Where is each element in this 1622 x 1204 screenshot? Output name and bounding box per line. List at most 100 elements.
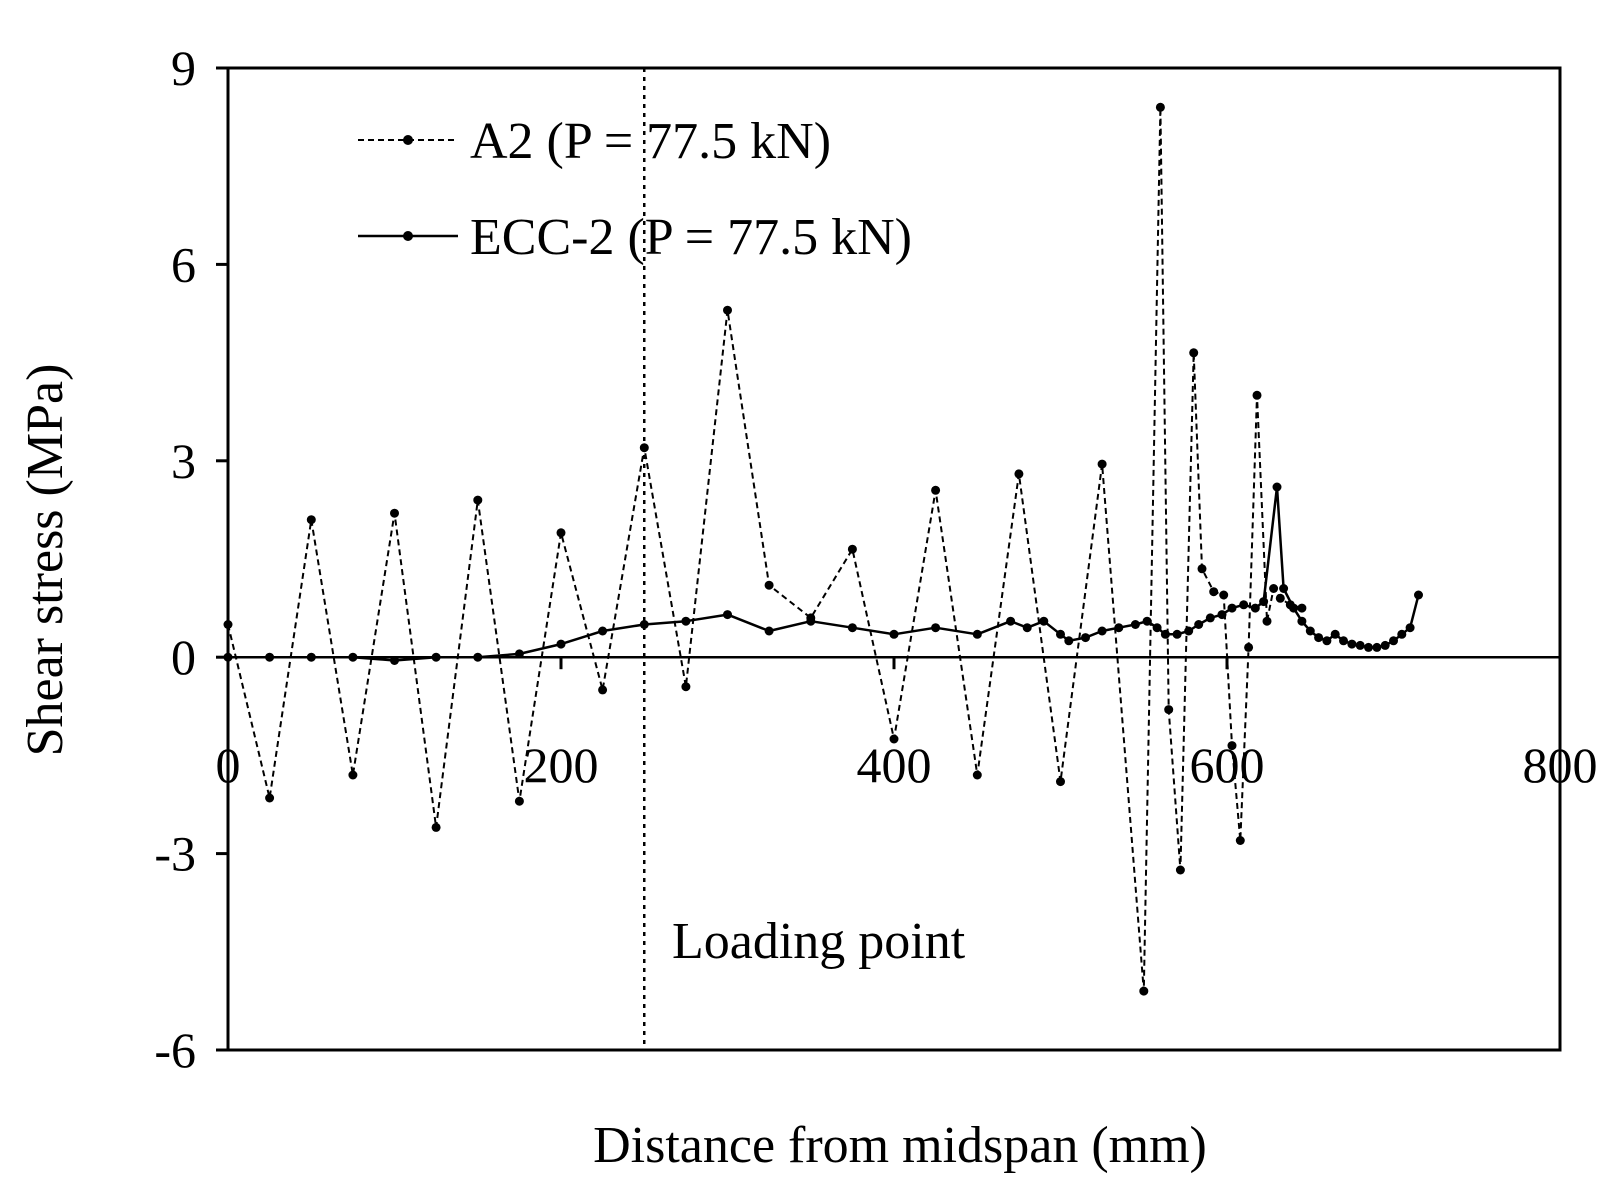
data-point-ecc2 (556, 639, 566, 649)
data-point-a2 (1262, 616, 1272, 626)
data-point-ecc2 (639, 620, 649, 629)
data-point-a2 (390, 508, 399, 518)
data-point-a2 (473, 495, 483, 505)
data-point-ecc2 (223, 652, 233, 662)
data-point-ecc2 (1305, 626, 1315, 636)
data-point-ecc2 (1389, 636, 1398, 646)
data-point-a2 (1227, 741, 1237, 751)
data-point-ecc2 (1239, 600, 1249, 610)
data-point-ecc2 (806, 616, 816, 626)
y-tick-label: 6 (171, 236, 196, 292)
y-tick-label: 3 (171, 433, 196, 489)
legend-marker-ecc2 (403, 231, 413, 241)
data-point-ecc2 (1322, 636, 1332, 646)
data-point-ecc2 (473, 652, 483, 662)
data-point-ecc2 (1039, 616, 1049, 626)
data-point-ecc2 (390, 656, 399, 665)
data-point-a2 (1197, 564, 1207, 574)
data-point-ecc2 (1347, 639, 1357, 649)
data-point-ecc2 (1330, 629, 1340, 639)
data-point-a2 (1244, 642, 1254, 652)
data-point-ecc2 (1142, 616, 1152, 626)
loading-point-label: Loading point (672, 913, 966, 970)
data-point-a2 (764, 580, 774, 590)
data-point-ecc2 (847, 623, 857, 633)
data-point-a2 (1139, 986, 1149, 996)
data-point-a2 (431, 822, 441, 832)
data-point-a2 (1014, 469, 1024, 479)
data-point-ecc2 (1272, 482, 1282, 492)
data-point-ecc2 (1227, 603, 1237, 613)
data-point-ecc2 (1339, 636, 1348, 646)
data-point-ecc2 (1022, 623, 1032, 633)
x-axis-title: Distance from midspan (mm) (593, 1117, 1207, 1174)
data-point-a2 (681, 682, 691, 692)
data-point-a2 (348, 770, 358, 780)
data-point-ecc2 (1250, 603, 1260, 613)
data-point-a2 (639, 443, 649, 453)
x-tick-label: 400 (857, 737, 932, 793)
data-point-ecc2 (1194, 620, 1204, 629)
data-point-ecc2 (1184, 626, 1194, 636)
data-point-ecc2 (1056, 629, 1065, 639)
data-point-ecc2 (1130, 620, 1140, 629)
data-point-ecc2 (1081, 633, 1090, 643)
data-point-a2 (1219, 590, 1229, 600)
data-point-ecc2 (972, 629, 982, 639)
data-point-a2 (723, 305, 732, 315)
data-point-a2 (1097, 459, 1107, 469)
series-line-ecc2 (228, 485, 1420, 662)
data-point-ecc2 (514, 649, 524, 659)
data-point-a2 (931, 485, 941, 495)
data-point-ecc2 (1217, 610, 1227, 620)
y-tick-label: 0 (171, 629, 196, 685)
data-point-ecc2 (1205, 613, 1215, 623)
data-point-ecc2 (1160, 629, 1170, 639)
data-point-ecc2 (1152, 623, 1162, 633)
series-layer (223, 102, 1423, 996)
data-point-a2 (1056, 777, 1065, 787)
data-point-a2 (972, 770, 982, 780)
x-tick-label: 200 (524, 737, 599, 793)
data-point-ecc2 (598, 626, 608, 636)
data-point-a2 (1269, 584, 1279, 593)
data-point-ecc2 (431, 652, 441, 662)
data-point-ecc2 (764, 626, 774, 636)
x-tick-label: 800 (1523, 737, 1598, 793)
x-tick-label: 600 (1190, 737, 1265, 793)
legend-marker-a2 (403, 135, 413, 145)
data-point-ecc2 (1297, 616, 1307, 626)
data-point-ecc2 (265, 652, 275, 662)
data-point-ecc2 (1405, 623, 1415, 633)
data-point-a2 (514, 796, 524, 806)
data-point-ecc2 (1364, 642, 1373, 652)
data-point-a2 (889, 734, 899, 744)
data-point-ecc2 (1289, 603, 1299, 613)
data-point-ecc2 (1114, 623, 1124, 633)
data-point-ecc2 (1172, 629, 1182, 639)
legend-label-ecc2: ECC-2 (P = 77.5 kN) (470, 209, 912, 266)
data-point-a2 (847, 544, 857, 554)
data-point-a2 (1155, 102, 1165, 112)
data-point-a2 (1209, 587, 1219, 597)
y-tick-label: -3 (154, 826, 196, 882)
data-point-ecc2 (1097, 626, 1107, 636)
data-point-a2 (1275, 593, 1285, 603)
data-point-a2 (556, 528, 566, 538)
data-point-ecc2 (1006, 616, 1016, 626)
data-point-ecc2 (1064, 636, 1074, 646)
data-point-ecc2 (681, 616, 691, 626)
data-point-ecc2 (889, 629, 899, 639)
data-point-a2 (265, 793, 275, 803)
data-point-ecc2 (1380, 640, 1390, 650)
y-tick-label: 9 (171, 40, 196, 96)
y-axis-title: Shear stress (MPa) (17, 364, 74, 757)
data-point-ecc2 (723, 610, 732, 620)
legend-label-a2: A2 (P = 77.5 kN) (470, 113, 831, 170)
data-point-ecc2 (1397, 629, 1407, 639)
data-point-a2 (223, 620, 233, 629)
data-point-a2 (1189, 348, 1199, 358)
text-layer: -6 -3 0 3 6 9 0 200 400 600 800 A2 (P = 77.5 kN) ECC… (17, 40, 1598, 1174)
data-point-ecc2 (931, 623, 941, 633)
